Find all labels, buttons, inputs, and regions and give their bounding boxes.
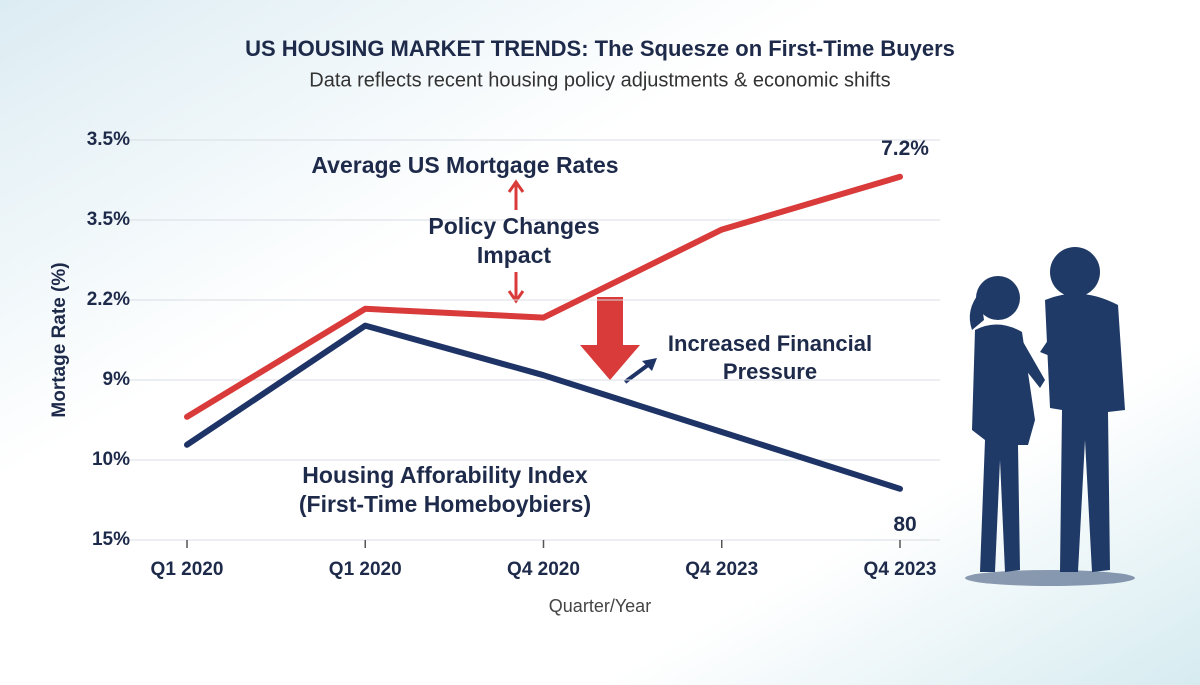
series-line bbox=[184, 322, 903, 492]
up-arrow bbox=[507, 179, 525, 210]
y-tick-label: 9% bbox=[103, 369, 131, 390]
pressure-arrow bbox=[580, 297, 640, 380]
small-arrow-head bbox=[642, 358, 657, 371]
x-tick-label: Q4 2023 bbox=[864, 559, 937, 580]
down-arrow bbox=[507, 272, 525, 304]
series-line bbox=[184, 173, 903, 420]
x-tick-label: Q4 2023 bbox=[685, 559, 758, 580]
series-label: Average US Mortgage Rates bbox=[311, 152, 619, 178]
x-axis-label: Quarter/Year bbox=[549, 596, 651, 616]
y-tick-label: 3.5% bbox=[87, 129, 130, 150]
annotation: 80 bbox=[893, 513, 917, 536]
annotation: Policy Changes Impact bbox=[428, 213, 600, 268]
x-tick-label: Q4 2020 bbox=[507, 559, 580, 580]
annotation: 7.2% bbox=[881, 137, 929, 160]
x-tick-label: Q1 2020 bbox=[151, 559, 224, 580]
annotation: Increased Financial Pressure bbox=[667, 331, 873, 384]
y-tick-label: 10% bbox=[92, 449, 130, 470]
chart-title: US HOUSING MARKET TRENDS: The Squesze on… bbox=[245, 36, 955, 61]
people-silhouette bbox=[965, 247, 1135, 586]
y-tick-label: 15% bbox=[92, 529, 130, 550]
y-axis-label: Mortage Rate (%) bbox=[49, 262, 70, 417]
x-tick-label: Q1 2020 bbox=[329, 559, 402, 580]
series-label: Housing Afforability Index (First-Time H… bbox=[298, 462, 592, 517]
y-tick-label: 3.5% bbox=[87, 209, 130, 230]
y-tick-label: 2.2% bbox=[87, 289, 130, 310]
chart-subtitle: Data reflects recent housing policy adju… bbox=[309, 69, 890, 91]
